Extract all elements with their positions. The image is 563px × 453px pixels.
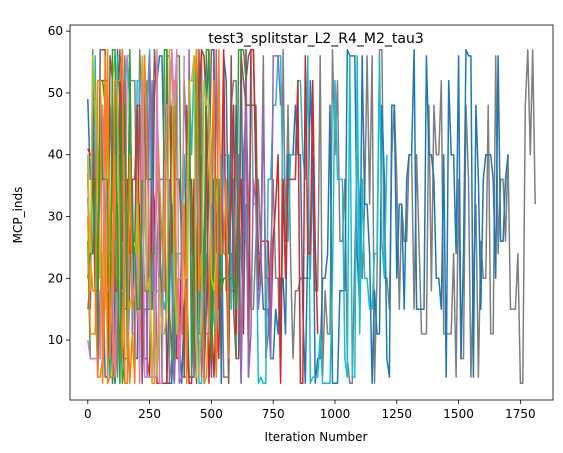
y-tick-label: 10 bbox=[48, 333, 63, 347]
y-tick-label: 30 bbox=[48, 210, 63, 224]
x-tick-label: 0 bbox=[84, 407, 92, 421]
y-tick-label: 40 bbox=[48, 148, 63, 162]
chart-title: test3_splitstar_L2_R4_M2_tau3 bbox=[208, 31, 424, 47]
y-tick-label: 20 bbox=[48, 271, 63, 285]
x-tick-label: 250 bbox=[138, 407, 161, 421]
series-layer bbox=[87, 48, 536, 385]
plot-frame bbox=[69, 24, 554, 401]
series-line-7 bbox=[87, 48, 247, 385]
x-tick-label: 750 bbox=[262, 407, 285, 421]
series-line-11 bbox=[87, 48, 143, 385]
y-tick-label: 60 bbox=[48, 24, 63, 38]
x-tick-label: 1000 bbox=[320, 407, 351, 421]
x-axis-label: Iteration Number bbox=[265, 430, 368, 444]
y-tick-label: 50 bbox=[48, 86, 63, 100]
x-tick-label: 1750 bbox=[505, 407, 536, 421]
series-line-12 bbox=[87, 48, 134, 385]
x-tick-label: 1250 bbox=[382, 407, 413, 421]
x-tick-label: 500 bbox=[200, 407, 223, 421]
y-axis-label: MCP_inds bbox=[11, 187, 25, 244]
x-tick-label: 1500 bbox=[443, 407, 474, 421]
axes-layer: 0 250 500 750 1000 1250 1500 1750 10 20 30 40 50 60 bbox=[48, 24, 554, 421]
